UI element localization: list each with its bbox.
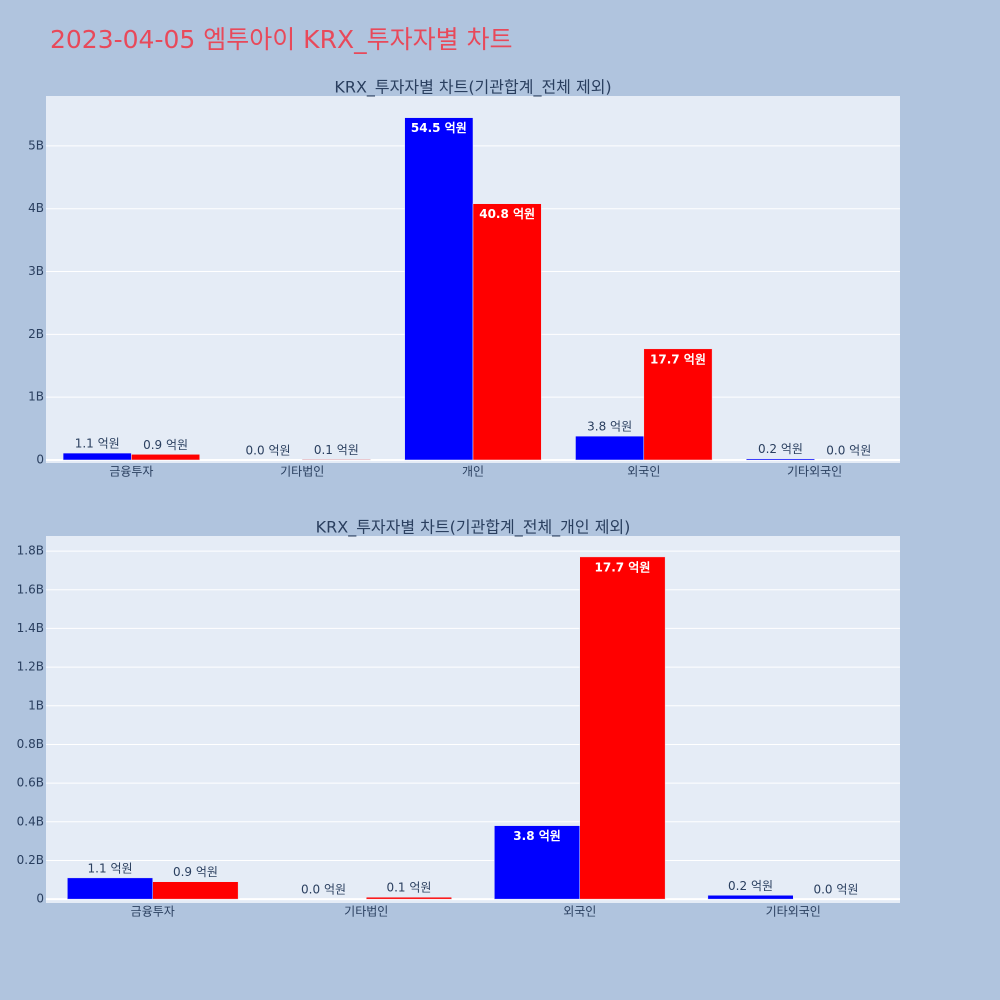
y-tick-label: 5B bbox=[28, 138, 44, 152]
plot-area bbox=[46, 536, 900, 903]
value-label: 0.1 억원 bbox=[314, 443, 359, 457]
value-label: 40.8 억원 bbox=[479, 207, 535, 221]
value-label: 3.8 억원 bbox=[587, 420, 632, 434]
bar bbox=[494, 825, 581, 900]
bar bbox=[579, 556, 666, 900]
y-tick-label: 0.6B bbox=[17, 776, 44, 790]
y-tick-label: 1.2B bbox=[17, 660, 44, 674]
value-label: 0.9 억원 bbox=[173, 865, 218, 879]
value-label: 54.5 억원 bbox=[411, 121, 467, 135]
x-tick-label: 외국인 bbox=[563, 905, 596, 919]
x-tick-label: 기타법인 bbox=[280, 465, 324, 479]
y-tick-label: 3B bbox=[28, 264, 44, 278]
bar bbox=[67, 877, 153, 900]
x-tick-label: 기타외국인 bbox=[766, 905, 821, 919]
y-tick-label: 0 bbox=[36, 452, 44, 466]
bar bbox=[366, 896, 452, 900]
value-label: 0.0 억원 bbox=[246, 443, 291, 457]
x-tick-label: 금융투자 bbox=[109, 465, 153, 479]
x-tick-label: 금융투자 bbox=[131, 905, 175, 919]
x-tick-label: 기타법인 bbox=[344, 905, 388, 919]
y-tick-label: 2B bbox=[28, 327, 44, 341]
value-label: 0.2 억원 bbox=[758, 442, 803, 456]
bar bbox=[152, 881, 239, 900]
value-label: 17.7 억원 bbox=[595, 560, 651, 574]
x-tick-label: 기타외국인 bbox=[787, 465, 842, 479]
y-tick-label: 0.2B bbox=[17, 853, 44, 867]
x-tick-label: 개인 bbox=[462, 465, 484, 479]
chart-title: KRX_투자자별 차트(기관합계_전체_개인 제외) bbox=[316, 518, 631, 538]
bar bbox=[746, 458, 815, 461]
value-label: 0.9 억원 bbox=[143, 438, 188, 452]
value-label: 0.0 억원 bbox=[813, 883, 858, 897]
y-tick-label: 0 bbox=[36, 892, 44, 906]
y-tick-label: 0.4B bbox=[17, 814, 44, 828]
y-tick-label: 1.8B bbox=[17, 544, 44, 558]
bar bbox=[131, 454, 200, 461]
y-tick-label: 1.4B bbox=[17, 621, 44, 635]
y-tick-label: 1B bbox=[28, 698, 44, 712]
bar bbox=[643, 348, 713, 461]
x-tick-label: 외국인 bbox=[627, 465, 660, 479]
value-label: 1.1 억원 bbox=[75, 437, 120, 451]
value-label: 0.1 억원 bbox=[386, 881, 431, 895]
chart-title: KRX_투자자별 차트(기관합계_전체 제외) bbox=[334, 78, 611, 98]
value-label: 0.0 억원 bbox=[826, 443, 871, 457]
page-title: 2023-04-05 엠투아이 KRX_투자자별 차트 bbox=[50, 25, 513, 54]
value-label: 1.1 억원 bbox=[88, 861, 133, 875]
value-label: 17.7 억원 bbox=[650, 352, 706, 366]
value-label: 0.0 억원 bbox=[301, 883, 346, 897]
bar bbox=[301, 459, 371, 461]
bar bbox=[62, 452, 132, 461]
bar bbox=[575, 435, 645, 461]
bar bbox=[404, 117, 474, 461]
bar bbox=[707, 895, 794, 900]
y-tick-label: 1B bbox=[28, 390, 44, 404]
y-tick-label: 1.6B bbox=[17, 582, 44, 596]
bar bbox=[472, 203, 542, 461]
value-label: 3.8 억원 bbox=[513, 829, 561, 843]
y-tick-label: 0.8B bbox=[17, 737, 44, 751]
value-label: 0.2 억원 bbox=[728, 879, 773, 893]
y-tick-label: 4B bbox=[28, 201, 44, 215]
